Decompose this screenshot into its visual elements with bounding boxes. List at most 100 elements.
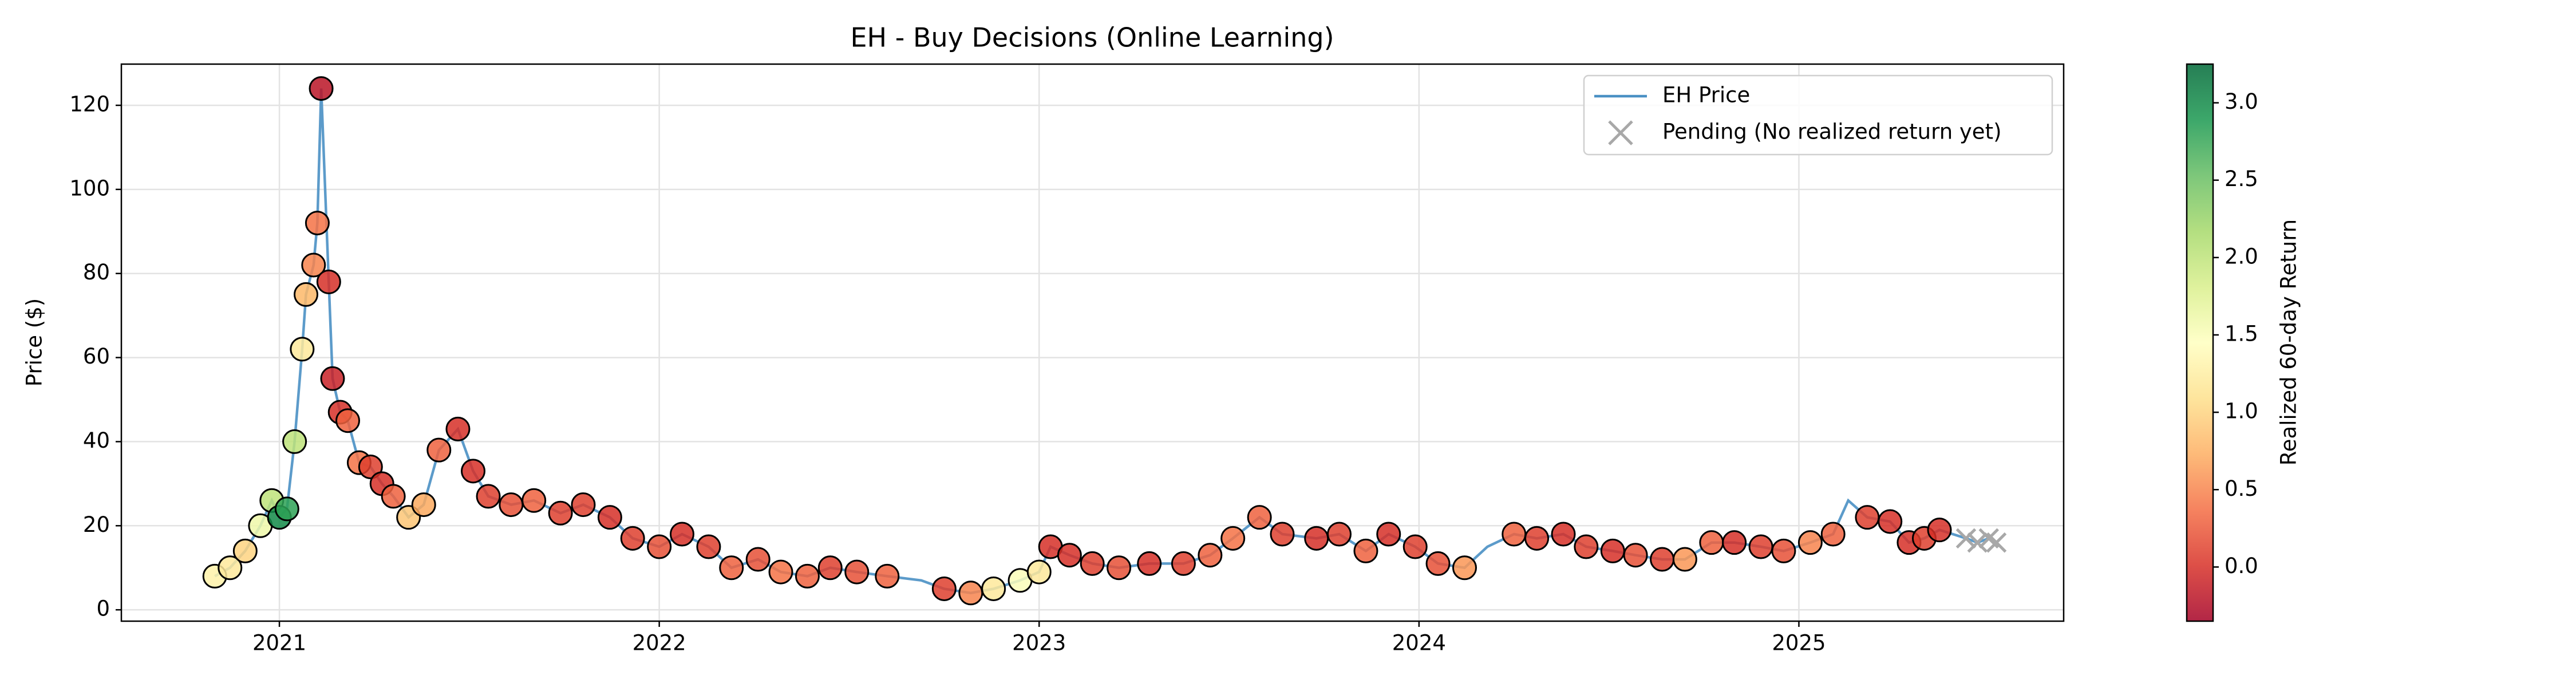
buy-point (1699, 530, 1724, 555)
buy-point (282, 429, 307, 454)
y-axis-label: Price ($) (22, 298, 47, 386)
buy-point (358, 454, 383, 479)
buy-point (620, 526, 645, 551)
colorbar-tick-label: 3.0 (2225, 89, 2258, 114)
y-tick-label: 40 (83, 428, 110, 453)
legend: EH Price Pending (No realized return yet) (1583, 74, 2053, 156)
y-tick-label: 0 (96, 597, 110, 621)
buy-point (1748, 534, 1773, 559)
buy-point (301, 252, 326, 278)
buy-point (817, 555, 843, 581)
buy-point (499, 492, 524, 518)
x-tick-label: 2023 (1012, 631, 1066, 656)
pending-marker (1955, 528, 1977, 549)
legend-swatch (1608, 120, 1633, 145)
buy-point (218, 555, 243, 581)
buy-point (875, 563, 900, 589)
buy-point (426, 437, 452, 463)
buy-point (1797, 530, 1823, 555)
y-tick-label: 20 (83, 512, 110, 537)
buy-point (1551, 522, 1576, 547)
buy-point (1402, 534, 1428, 559)
buy-point (1878, 509, 1903, 534)
colorbar (2186, 63, 2214, 622)
buy-point (1137, 551, 1162, 576)
buy-point (571, 492, 596, 518)
buy-point (476, 484, 501, 509)
buy-point (696, 534, 721, 559)
buy-point (1672, 547, 1697, 572)
y-tick-label: 80 (83, 260, 110, 285)
buy-point (1376, 522, 1401, 547)
buy-point (1820, 522, 1846, 547)
buy-point (548, 500, 573, 526)
buy-point (445, 416, 471, 441)
buy-point (1452, 555, 1477, 581)
buy-point (381, 484, 406, 509)
buy-point (719, 555, 744, 581)
legend-label: EH Price (1662, 83, 1750, 108)
colorbar-tick-label: 2.5 (2225, 167, 2258, 191)
buy-point (274, 496, 299, 522)
buy-point (768, 559, 793, 585)
colorbar-tick-label: 2.0 (2225, 244, 2258, 269)
colorbar-tick-label: 1.0 (2225, 399, 2258, 424)
buy-point (1220, 526, 1246, 551)
x-tick-label: 2024 (1392, 631, 1446, 656)
buy-point (320, 366, 345, 391)
chart-title: EH - Buy Decisions (Online Learning) (850, 22, 1334, 53)
colorbar-tick-label: 0.5 (2225, 476, 2258, 501)
buy-point (1107, 555, 1132, 581)
buy-point (1270, 522, 1295, 547)
buy-point (1327, 522, 1352, 547)
buy-point (294, 282, 319, 307)
price-line (214, 88, 1997, 595)
buy-point (1524, 526, 1550, 551)
buy-point (844, 559, 870, 585)
y-tick-label: 60 (83, 344, 110, 369)
legend-box (1583, 74, 2053, 156)
buy-point (1927, 518, 1952, 543)
colorbar-tick-label: 1.5 (2225, 321, 2258, 346)
buy-point (1304, 526, 1329, 551)
buy-point (460, 459, 485, 484)
buy-point (1353, 538, 1378, 563)
buy-point (232, 538, 258, 563)
buy-point (1171, 551, 1196, 576)
buy-point (1502, 522, 1527, 547)
buy-point (669, 522, 694, 547)
buy-point (931, 576, 957, 601)
buy-point (1855, 505, 1880, 530)
buy-point (795, 563, 820, 589)
pending-marker (1967, 532, 1988, 553)
buy-point (1574, 534, 1599, 559)
buy-point (1650, 547, 1675, 572)
buy-point (1247, 505, 1272, 530)
buy-point (335, 408, 361, 433)
buy-point (1080, 551, 1105, 576)
buy-point (1198, 543, 1223, 568)
y-tick-label: 100 (69, 176, 110, 200)
buy-point (316, 269, 341, 294)
x-tick-label: 2021 (252, 631, 306, 656)
buy-point (309, 76, 334, 101)
buy-point (597, 505, 622, 530)
buy-point (981, 576, 1006, 601)
buy-point (1057, 543, 1082, 568)
buy-point (958, 581, 983, 606)
buy-point (411, 492, 436, 518)
legend-label: Pending (No realized return yet) (1662, 120, 2002, 144)
buy-point (1722, 530, 1747, 555)
pending-marker (1986, 532, 2007, 553)
colorbar-label: Realized 60-day Return (2277, 219, 2301, 466)
buy-point (1623, 543, 1648, 568)
x-tick-label: 2025 (1772, 631, 1826, 656)
x-tick-label: 2022 (633, 631, 686, 656)
y-tick-label: 120 (69, 92, 110, 116)
buy-point (745, 547, 771, 572)
buy-point (305, 211, 330, 236)
plot-frame (120, 63, 2065, 622)
colorbar-tick-label: 0.0 (2225, 554, 2258, 578)
buy-point (1425, 551, 1451, 576)
